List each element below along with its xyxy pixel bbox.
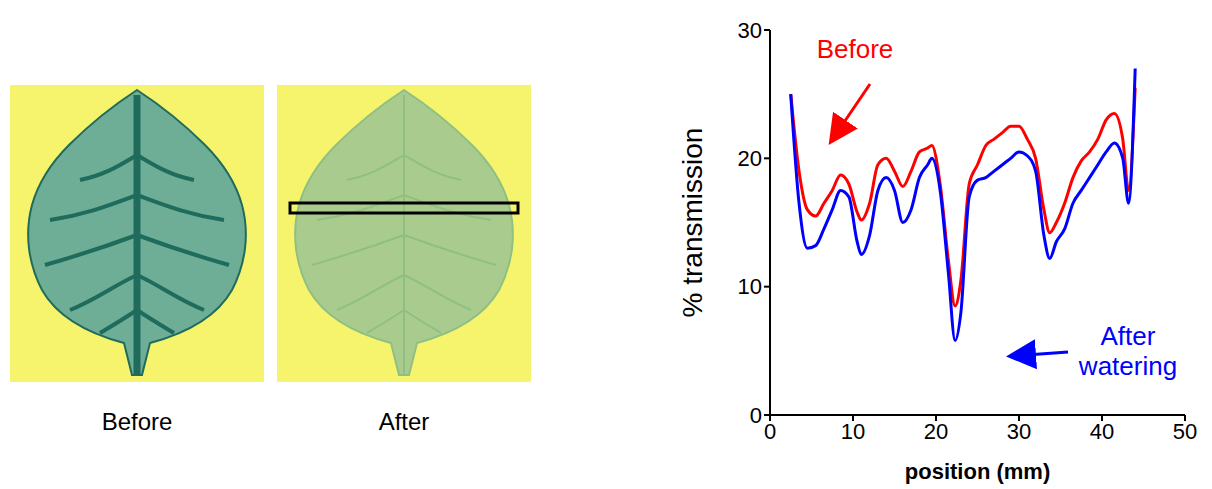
svg-text:40: 40 <box>1090 419 1114 444</box>
svg-text:Afterwatering: Afterwatering <box>1078 321 1177 381</box>
html-text:After: After <box>378 408 430 435</box>
svg-text:20: 20 <box>924 419 948 444</box>
svg-text:50: 50 <box>1173 419 1197 444</box>
svg-text:30: 30 <box>738 18 762 43</box>
svg-text:0: 0 <box>764 419 776 444</box>
svg-text:10: 10 <box>738 274 762 299</box>
svg-text:Before: Before <box>817 34 894 64</box>
svg-text:% transmission: % transmission <box>677 128 708 318</box>
svg-text:0: 0 <box>750 403 762 428</box>
svg-text:30: 30 <box>1007 419 1031 444</box>
html-text:Before: Before <box>101 408 173 435</box>
svg-text:position (mm): position (mm) <box>905 459 1050 484</box>
svg-text:10: 10 <box>841 419 865 444</box>
svg-text:20: 20 <box>738 146 762 171</box>
